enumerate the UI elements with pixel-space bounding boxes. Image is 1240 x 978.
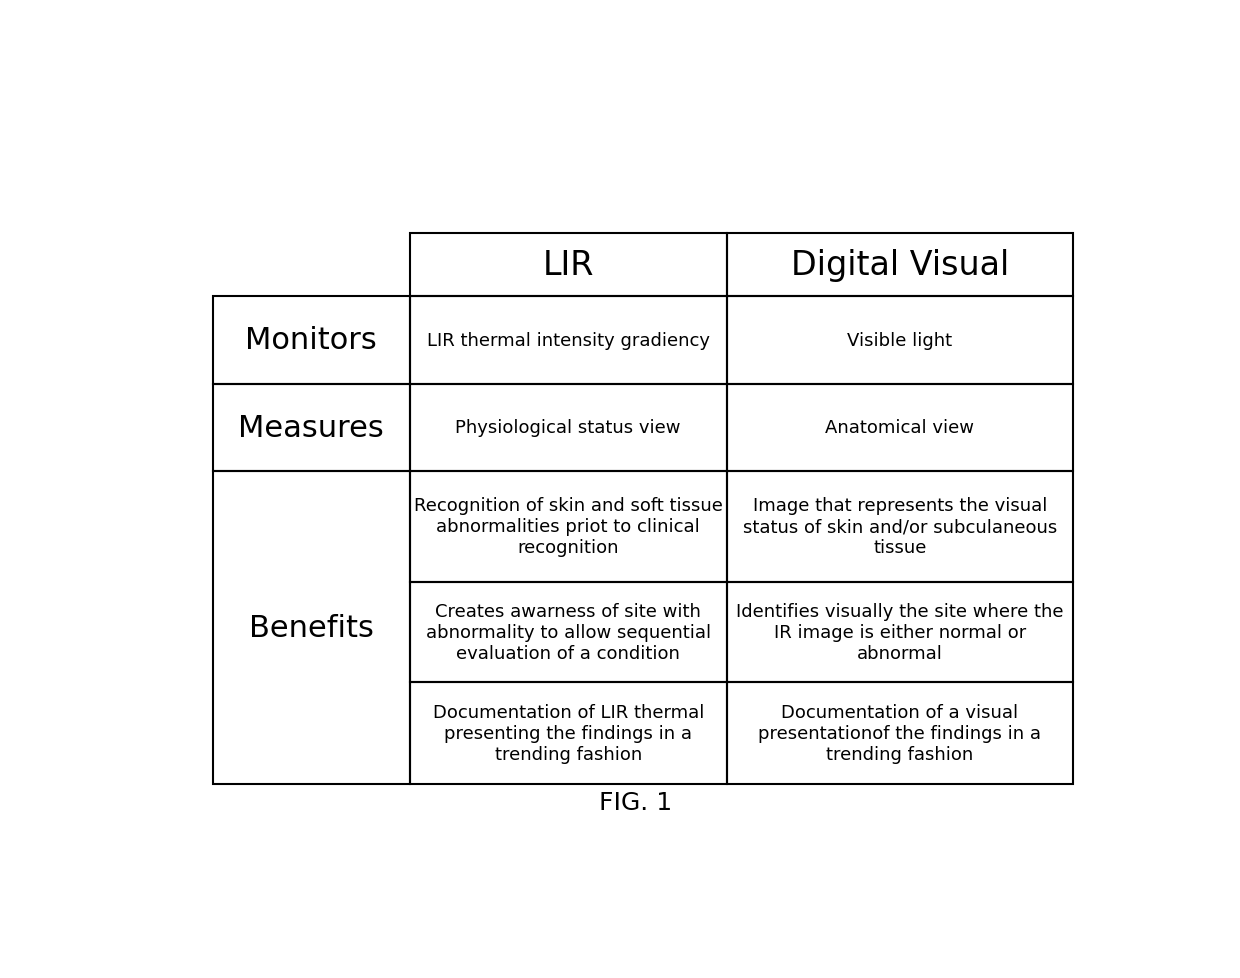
Bar <box>727 296 1073 384</box>
Bar <box>727 234 1073 296</box>
Bar <box>213 471 409 783</box>
Text: Recognition of skin and soft tissue
abnormalities priot to clinical
recognition: Recognition of skin and soft tissue abno… <box>414 497 723 556</box>
Text: Image that represents the visual
status of skin and/or subculaneous
tissue: Image that represents the visual status … <box>743 497 1056 556</box>
Text: Anatomical view: Anatomical view <box>826 419 975 437</box>
Bar <box>409 582 727 683</box>
Bar <box>213 296 409 384</box>
Bar <box>409 384 727 471</box>
Text: Monitors: Monitors <box>246 326 377 355</box>
Text: Visible light: Visible light <box>847 332 952 349</box>
Bar <box>727 683 1073 783</box>
Text: Digital Visual: Digital Visual <box>791 248 1009 282</box>
Bar <box>409 471 727 582</box>
Bar <box>409 234 727 296</box>
Bar <box>727 384 1073 471</box>
Text: Measures: Measures <box>238 414 384 442</box>
Text: Documentation of LIR thermal
presenting the findings in a
trending fashion: Documentation of LIR thermal presenting … <box>433 703 704 763</box>
Text: FIG. 1: FIG. 1 <box>599 790 672 815</box>
Bar <box>409 296 727 384</box>
Bar <box>727 582 1073 683</box>
Bar <box>213 384 409 471</box>
Bar <box>409 683 727 783</box>
Bar <box>727 471 1073 582</box>
Text: Physiological status view: Physiological status view <box>455 419 681 437</box>
Text: Documentation of a visual
presentationof the findings in a
trending fashion: Documentation of a visual presentationof… <box>759 703 1042 763</box>
Text: Identifies visually the site where the
IR image is either normal or
abnormal: Identifies visually the site where the I… <box>737 602 1064 662</box>
Text: LIR thermal intensity gradiency: LIR thermal intensity gradiency <box>427 332 709 349</box>
Text: LIR: LIR <box>542 248 594 282</box>
Text: Creates awarness of site with
abnormality to allow sequential
evaluation of a co: Creates awarness of site with abnormalit… <box>425 602 711 662</box>
Text: Benefits: Benefits <box>249 613 373 642</box>
